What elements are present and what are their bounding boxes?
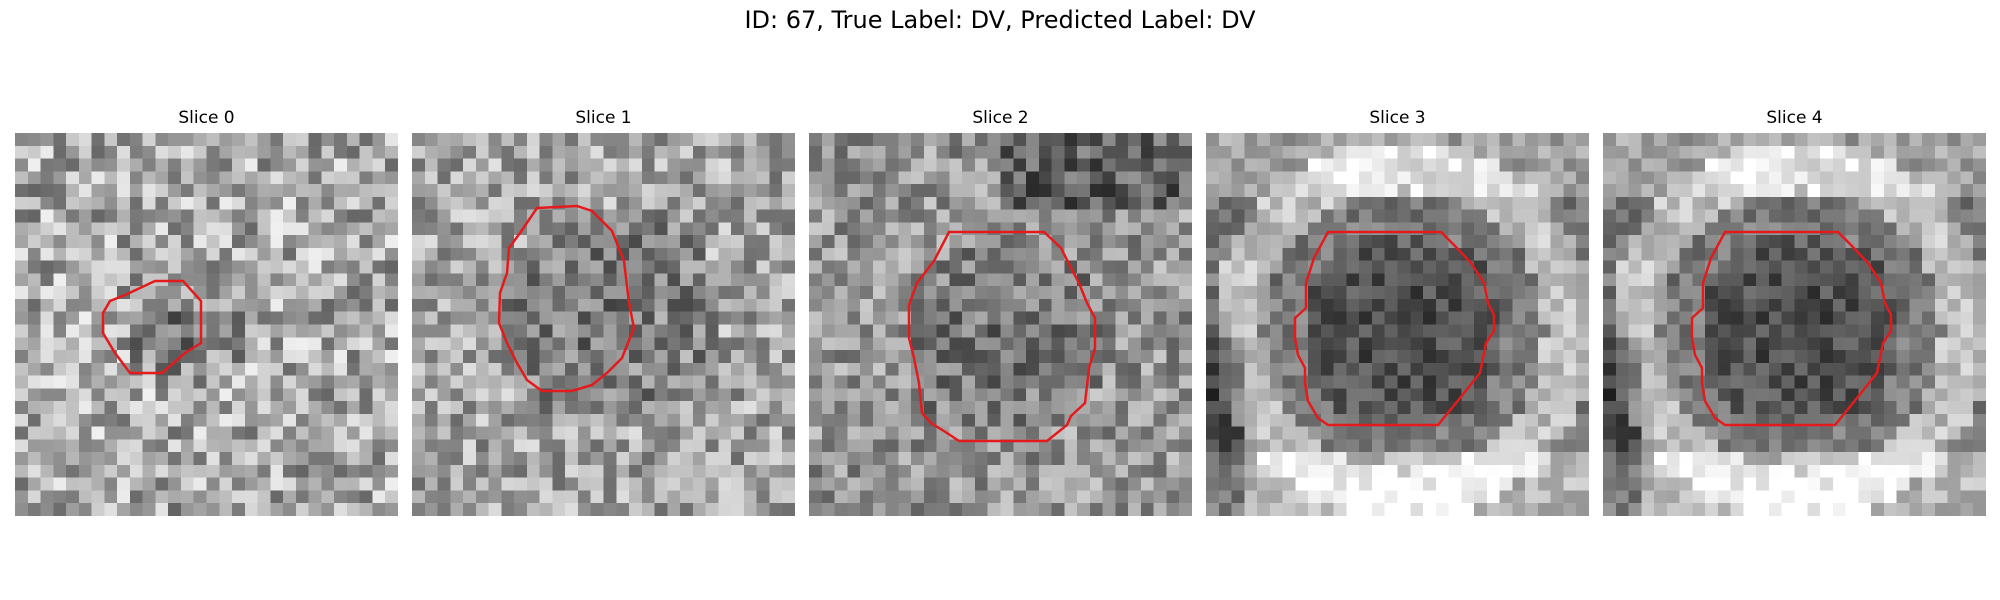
lesion-contour-0: [101, 279, 203, 375]
lesion-contour-3: [1293, 230, 1496, 427]
slice-image-4: [1603, 133, 1986, 516]
slice-title-0: Slice 0: [178, 108, 235, 128]
slice-title-4: Slice 4: [1766, 108, 1823, 128]
lesion-contour-2: [907, 230, 1097, 443]
slice-image-0: [15, 133, 398, 516]
slice-image-1: [412, 133, 795, 516]
slice-image-3: [1206, 133, 1589, 516]
slice-title-2: Slice 2: [972, 108, 1029, 128]
slice-image-2: [809, 133, 1192, 516]
lesion-contour-4: [1690, 230, 1893, 427]
slice-title-1: Slice 1: [575, 108, 632, 128]
figure-title: ID: 67, True Label: DV, Predicted Label:…: [744, 6, 1256, 34]
lesion-contour-1: [497, 204, 636, 393]
slice-title-3: Slice 3: [1369, 108, 1426, 128]
